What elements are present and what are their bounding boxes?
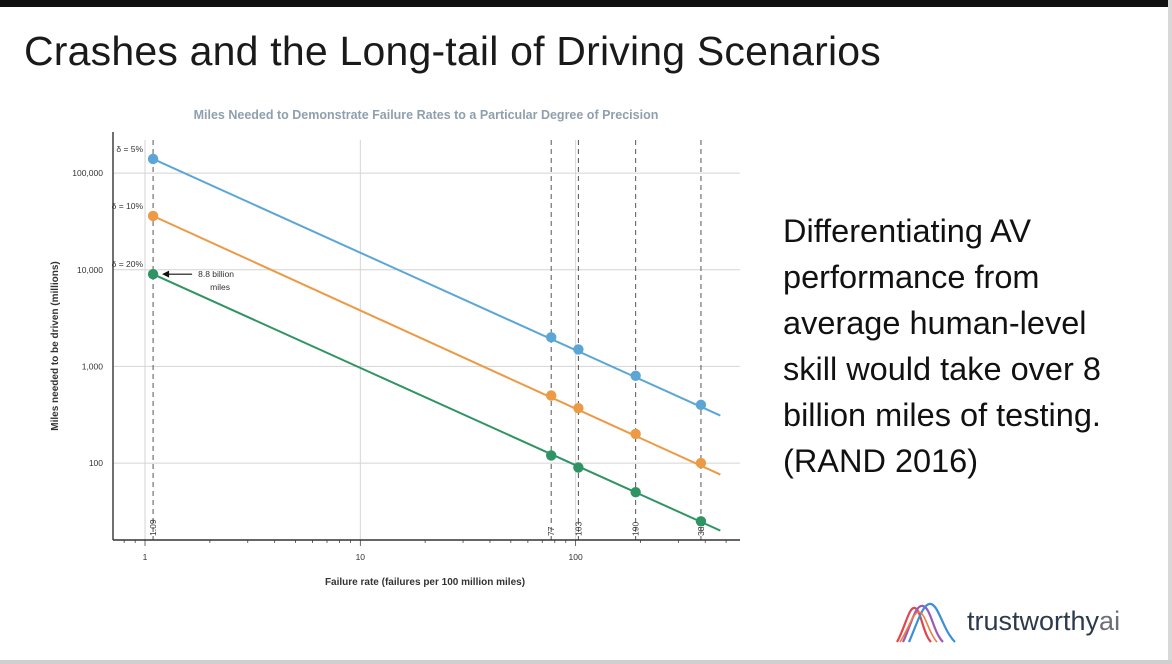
data-point [695,457,707,469]
data-point [695,399,707,411]
data-point [573,462,584,473]
series-label: δ = 20% [112,259,144,269]
series-lines: δ = 5% δ = 10% δ = 20% [112,144,721,532]
annotation-arrowhead [162,270,170,278]
slide-title: Crashes and the Long-tail of Driving Sce… [24,28,881,74]
y-tick-label: 10,000 [77,265,103,275]
reference-line-label: 103 [573,522,583,536]
data-point [545,390,557,401]
reference-line-label: 190 [631,522,641,536]
logo-text-main: trustworthy [967,606,1100,636]
annotation-text-line2: miles [210,282,230,292]
y-tick-label: 100 [89,458,103,468]
series-line [152,215,721,476]
reference-lines: 1.09 77 103 190 382 [148,140,706,540]
data-point [630,486,641,498]
y-tick-label: 1,000 [82,361,104,371]
annotation-text-line1: 8.8 billion [198,269,234,279]
chart-title: Miles Needed to Demonstrate Failure Rate… [194,108,659,122]
y-axis-label: Miles needed to be driven (millions) [50,261,61,430]
wave-logo-icon [896,602,956,643]
series-label: δ = 5% [116,144,143,154]
side-text: Differentiating AV performance from aver… [783,213,1101,479]
data-point [545,450,557,461]
data-point [573,402,584,414]
trustworthy-ai-logo: trustworthyai [893,598,1163,650]
data-point [147,210,159,222]
x-axis-label: Failure rate (failures per 100 million m… [325,577,525,588]
x-tick-label: 10 [356,552,366,562]
axes: 100 1,000 10,000 100,000 1 10 100 [72,132,740,562]
reference-line-label: 1.09 [148,519,158,536]
data-point [630,370,641,381]
data-point [573,344,584,355]
series-line [152,158,721,417]
right-border [1168,0,1172,664]
reference-line-label: 77 [546,526,556,536]
y-tick-label: 100,000 [72,168,103,178]
data-point [147,268,159,280]
data-point [695,516,707,527]
failure-rate-chart: Miles Needed to Demonstrate Failure Rate… [50,108,740,588]
reference-line-label: 382 [696,522,706,536]
logo-text: trustworthyai [967,606,1120,637]
x-tick-label: 100 [569,552,583,562]
data-point [147,153,159,165]
data-point [630,428,641,440]
data-point [545,332,557,343]
bottom-border [0,660,1172,664]
logo-text-accent: ai [1099,606,1121,636]
top-border [0,0,1172,7]
x-tick-label: 1 [143,552,148,562]
series-label: δ = 10% [112,201,144,211]
annotation-layer: 8.8 billion miles [162,269,234,292]
series-line [152,273,721,532]
